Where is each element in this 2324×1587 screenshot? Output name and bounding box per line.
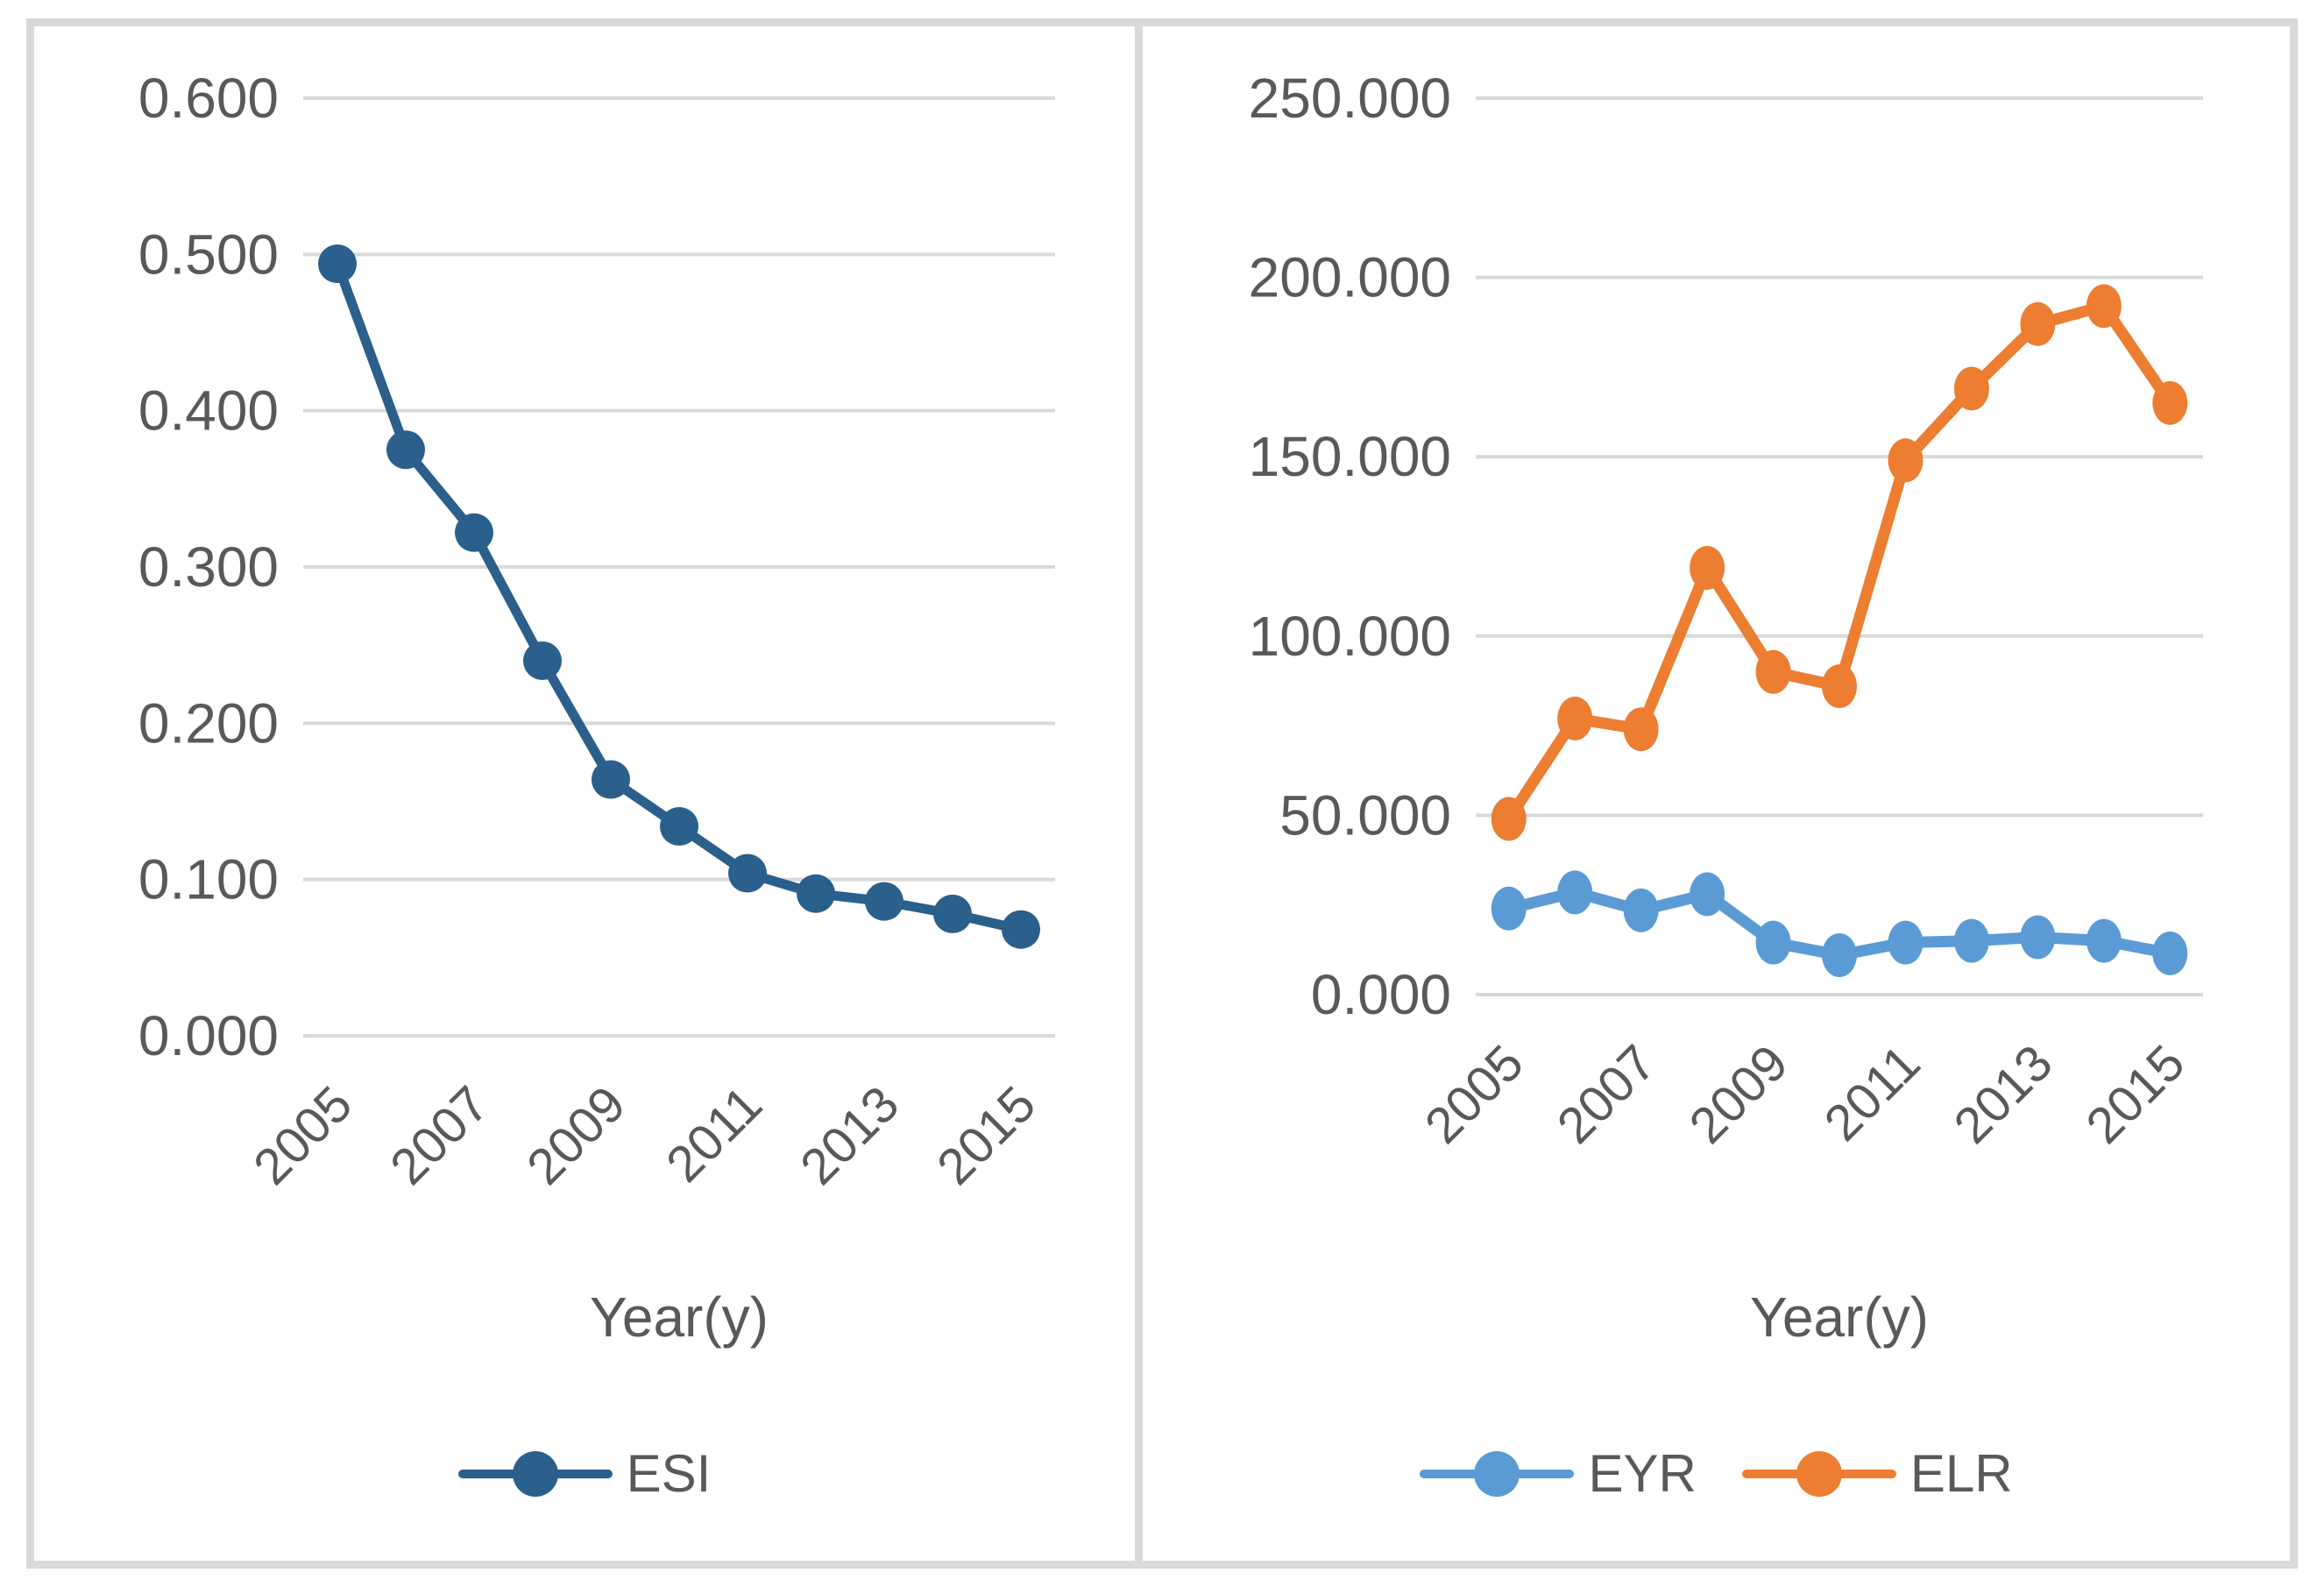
y-axis-tick-label: 200.000 <box>1249 246 1451 309</box>
data-point-eyr-2007 <box>1623 888 1659 932</box>
y-axis-tick-label: 50.000 <box>1279 783 1451 847</box>
data-point-eyr-2014 <box>2086 918 2122 963</box>
x-axis-tick-label: 2005 <box>243 1075 363 1195</box>
data-point-esi-2010 <box>660 807 698 847</box>
legend-label-eyr: EYR <box>1588 1444 1697 1503</box>
data-point-elr-2007 <box>1623 707 1659 752</box>
data-point-eyr-2012 <box>1953 918 1989 963</box>
legend-label-esi: ESI <box>626 1444 712 1503</box>
data-point-elr-2012 <box>1953 366 1989 411</box>
x-axis-tick-label: 2015 <box>926 1075 1046 1195</box>
x-axis-tick-label: 2013 <box>1943 1034 2063 1154</box>
x-axis-title-right: Year(y) <box>1750 1286 1929 1349</box>
data-point-eyr-2011 <box>1888 920 1924 965</box>
data-point-esi-2005 <box>318 244 357 284</box>
data-point-eyr-2006 <box>1557 870 1593 915</box>
y-axis-tick-label: 0.000 <box>138 1004 279 1067</box>
legend-marker-eyr <box>1420 1449 1575 1498</box>
legend-dot <box>512 1451 558 1497</box>
data-point-eyr-2008 <box>1690 872 1725 917</box>
series-line-elr <box>1503 300 2176 825</box>
y-axis-tick-label: 0.500 <box>138 223 279 286</box>
legend-right: EYR ELR <box>1143 1448 2290 1500</box>
eyr-elr-line-chart: 0.000 50.000 100.000 150.000 200.000 250.000 2… <box>1249 67 2203 1154</box>
legend-dot <box>1796 1451 1842 1497</box>
x-axis-tick-label: 2007 <box>1547 1034 1667 1154</box>
legend-dot <box>1474 1451 1520 1497</box>
data-point-eyr-2005 <box>1491 886 1527 931</box>
y-axis-tick-label: 100.000 <box>1249 605 1451 668</box>
y-axis-tick-label: 0.400 <box>138 379 279 443</box>
data-point-esi-2011 <box>728 854 767 893</box>
data-point-esi-2007 <box>455 513 493 552</box>
legend-item-eyr: EYR <box>1420 1444 1697 1503</box>
data-point-elr-2010 <box>1822 664 1857 709</box>
data-point-elr-2005 <box>1491 797 1527 841</box>
data-point-elr-2006 <box>1557 696 1593 740</box>
data-point-elr-2014 <box>2086 284 2122 329</box>
data-point-esi-2013 <box>865 882 903 921</box>
legend-left: ESI <box>34 1448 1135 1500</box>
x-axis-title-left: Year(y) <box>590 1286 769 1349</box>
data-point-eyr-2015 <box>2152 931 2188 975</box>
legend-item-esi: ESI <box>457 1444 712 1503</box>
data-point-elr-2009 <box>1755 649 1791 694</box>
y-axis-tick-label: 250.000 <box>1249 67 1451 130</box>
legend-marker-elr <box>1741 1449 1896 1498</box>
chart-panel-eyr-elr: 0.000 50.000 100.000 150.000 200.000 250.000 2… <box>1143 26 2290 1561</box>
x-axis-tick-label: 2009 <box>516 1075 636 1195</box>
data-point-elr-2008 <box>1690 546 1725 591</box>
y-axis-tick-label: 0.100 <box>138 848 279 911</box>
data-point-esi-2006 <box>386 430 425 470</box>
x-axis-tick-label: 2015 <box>2075 1034 2195 1154</box>
data-point-eyr-2013 <box>2020 915 2056 960</box>
data-point-esi-2008 <box>523 641 562 680</box>
data-point-esi-2012 <box>797 874 835 913</box>
data-point-elr-2011 <box>1888 438 1924 483</box>
data-point-esi-2009 <box>592 760 630 799</box>
chart-panel-esi: 0.000 0.100 0.200 0.300 0.400 0.500 0.600 2005 2… <box>34 26 1135 1561</box>
x-axis-tick-label: 2009 <box>1679 1034 1799 1154</box>
x-axis-tick-label: 2013 <box>790 1075 910 1195</box>
y-axis-tick-label: 0.300 <box>138 535 279 599</box>
legend-marker-esi <box>457 1449 613 1498</box>
data-point-eyr-2009 <box>1755 920 1791 965</box>
y-axis-tick-label: 0.200 <box>138 691 279 755</box>
panel-divider <box>1135 26 1143 1561</box>
y-axis-tick-label: 150.000 <box>1249 425 1451 488</box>
data-point-esi-2015 <box>1002 910 1040 949</box>
chart-frame: 0.000 0.100 0.200 0.300 0.400 0.500 0.600 2005 2… <box>26 18 2298 1569</box>
y-axis-tick-label: 0.600 <box>138 67 279 130</box>
x-axis-tick-label: 2007 <box>379 1075 500 1195</box>
x-axis-tick-label: 2011 <box>655 1075 773 1193</box>
x-axis-tick-label: 2005 <box>1414 1034 1534 1154</box>
data-point-esi-2014 <box>933 894 972 933</box>
data-point-eyr-2010 <box>1822 932 1857 977</box>
data-point-elr-2015 <box>2152 380 2188 425</box>
legend-item-elr: ELR <box>1741 1444 2013 1503</box>
legend-label-elr: ELR <box>1910 1444 2013 1503</box>
y-axis-tick-label: 0.000 <box>1311 963 1451 1026</box>
data-point-elr-2013 <box>2020 301 2056 346</box>
x-axis-tick-label: 2011 <box>1813 1034 1931 1151</box>
